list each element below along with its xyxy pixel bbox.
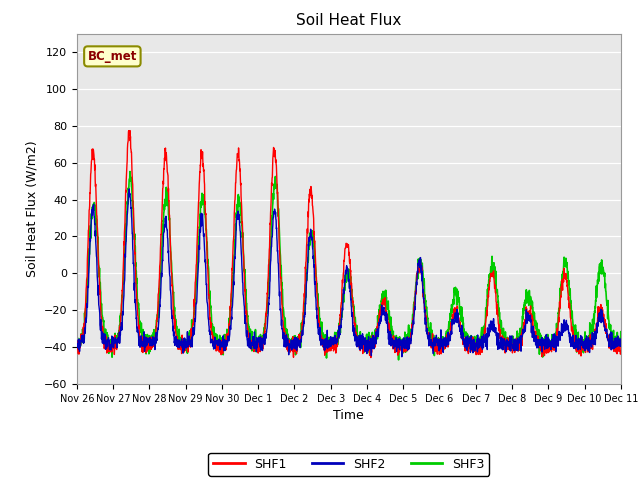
Text: BC_met: BC_met bbox=[88, 50, 137, 63]
X-axis label: Time: Time bbox=[333, 409, 364, 422]
Legend: SHF1, SHF2, SHF3: SHF1, SHF2, SHF3 bbox=[209, 453, 489, 476]
Y-axis label: Soil Heat Flux (W/m2): Soil Heat Flux (W/m2) bbox=[25, 141, 38, 277]
Title: Soil Heat Flux: Soil Heat Flux bbox=[296, 13, 401, 28]
